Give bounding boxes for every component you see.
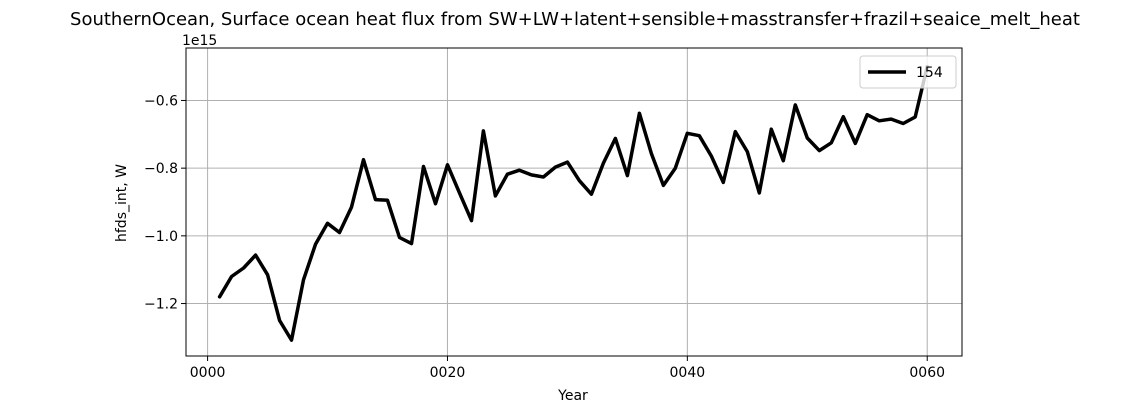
x-axis-label: Year [557,388,588,404]
x-axis: 0000 0020 0040 0060 [190,356,945,381]
x-tick-label: 0020 [430,365,466,381]
y-axis: −1.2 −1.0 −0.8 −0.6 [144,93,186,313]
grid [186,48,962,356]
x-tick-label: 0060 [909,365,945,381]
legend-box [859,55,957,89]
y-tick-label: −1.0 [144,229,178,245]
x-tick-label: 0040 [670,365,706,381]
y-tick-label: −0.8 [144,161,178,177]
y-tick-label: −1.2 [144,297,178,313]
legend-label: 154 [916,65,943,81]
series-line [217,64,929,342]
axes-frame [185,47,963,357]
legend: 154 [859,55,957,89]
y-axis-label: hfds_int, W [114,164,130,242]
x-tick-label: 0000 [190,365,226,381]
plot-area [217,64,929,342]
chart-title: SouthernOcean, Surface ocean heat flux f… [70,9,1080,30]
y-axis-offset-label: 1e15 [182,33,217,49]
y-tick-label: −0.6 [144,93,178,109]
